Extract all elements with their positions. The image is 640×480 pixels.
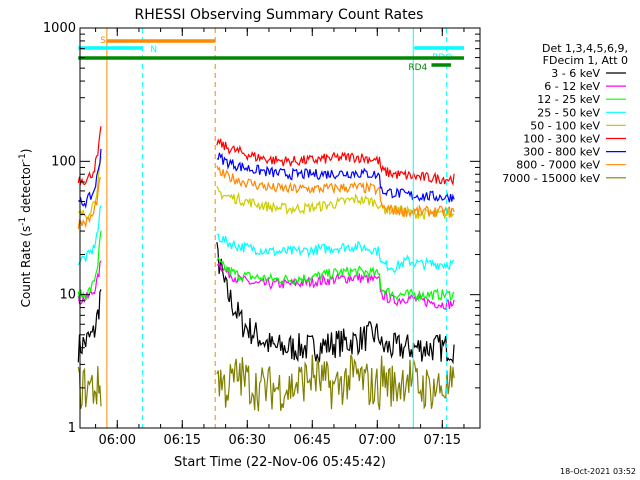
footer-timestamp: 18-Oct-2021 03:52 [560,467,636,476]
series-line-3 [77,205,455,274]
legend-entry-label: 3 - 6 keV [551,67,600,80]
y-label-sup1: -1 [18,217,28,226]
legend-entry-label: 7000 - 15000 keV [502,172,600,185]
y-label-sup2: -1 [18,153,28,162]
x-tick-label: 07:15 [424,433,461,448]
legend-entry-label: 300 - 800 keV [523,146,600,159]
x-axis: 06:00 06:15 06:30 06:45 07:00 07:15 [95,28,465,448]
legend-header-line1: Det 1,3,4,5,6,9, [542,42,628,55]
series-line-2 [77,230,455,302]
flag-bar-label: S [100,36,106,46]
y-label-mid: detector [19,162,33,217]
series-line-5 [77,126,455,187]
series-line-7 [77,165,455,230]
x-tick-label: 06:00 [99,433,136,448]
legend-header-line2: FDecim 1, Att 0 [543,54,628,67]
y-axis: 1 10 100 1000 [43,21,480,436]
legend-entry-label: 50 - 100 keV [530,119,600,132]
y-label-end: ) [19,149,33,154]
flag-bar-label: N [150,45,157,55]
x-tick-label: 07:00 [359,433,396,448]
x-axis-label: Start Time (22-Nov-06 05:45:42) [174,455,386,470]
y-label-main: Count Rate (s [19,226,33,308]
y-axis-label: Count Rate (s-1 detector-1) [18,149,33,308]
series-line-0 [77,242,455,365]
legend-entry-label: 12 - 25 keV [537,93,600,106]
legend-entry-label: 800 - 7000 keV [516,159,600,172]
legend-entry-label: 25 - 50 keV [537,106,600,119]
x-tick-label: 06:15 [164,433,201,448]
plot-frame [79,27,481,429]
flag-bar-label: RD4 [408,63,427,73]
vertical-markers-group [106,28,448,428]
y-tick-label: 1000 [43,21,76,36]
chart-title: RHESSI Observing Summary Count Rates [135,7,424,23]
x-tick-label: 06:30 [229,433,266,448]
series-line-8 [77,354,455,412]
y-tick-label: 1 [68,421,76,436]
legend-entry-label: 100 - 300 keV [523,133,600,146]
y-tick-label: 10 [59,288,76,303]
legend: Det 1,3,4,5,6,9, FDecim 1, Att 0 3 - 6 k… [502,42,628,185]
y-tick-label: 100 [51,154,76,169]
x-tick-label: 06:45 [294,433,331,448]
series-line-6 [78,148,455,209]
legend-entry-label: 6 - 12 keV [544,80,600,93]
flag-bars-group: SNRDORD4 [78,36,464,73]
